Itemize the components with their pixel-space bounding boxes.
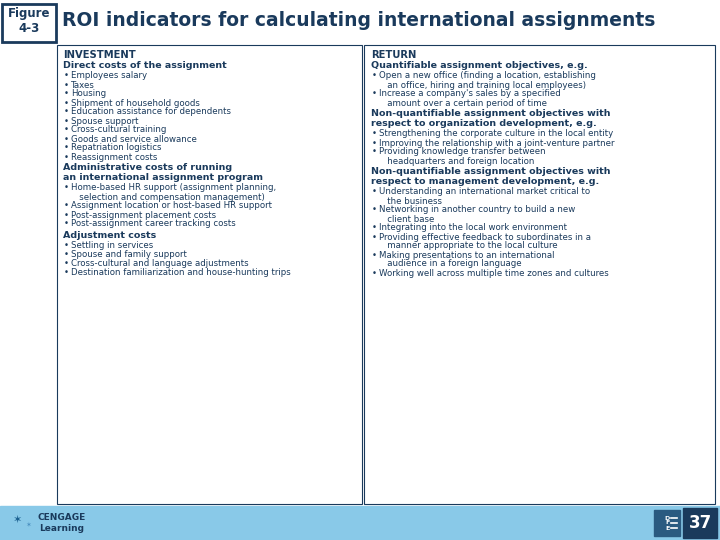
Text: •: • bbox=[64, 144, 69, 152]
Text: Direct costs of the assignment: Direct costs of the assignment bbox=[63, 61, 227, 70]
Text: •: • bbox=[64, 259, 69, 268]
Text: Networking in another country to build a new: Networking in another country to build a… bbox=[379, 206, 575, 214]
Text: Goods and service allowance: Goods and service allowance bbox=[71, 134, 197, 144]
Text: CENGAGE
Learning: CENGAGE Learning bbox=[38, 513, 86, 533]
Text: Administrative costs of running: Administrative costs of running bbox=[63, 164, 232, 172]
Text: •: • bbox=[64, 152, 69, 161]
Text: Housing: Housing bbox=[71, 90, 106, 98]
FancyBboxPatch shape bbox=[2, 4, 56, 42]
Text: 37: 37 bbox=[688, 514, 711, 532]
Text: •: • bbox=[372, 224, 377, 233]
Text: amount over a certain period of time: amount over a certain period of time bbox=[379, 98, 547, 107]
Text: Repatriation logistics: Repatriation logistics bbox=[71, 144, 161, 152]
Text: Integrating into the local work environment: Integrating into the local work environm… bbox=[379, 224, 567, 233]
Text: Adjustment costs: Adjustment costs bbox=[63, 231, 156, 240]
Text: •: • bbox=[64, 219, 69, 228]
Text: Providing knowledge transfer between: Providing knowledge transfer between bbox=[379, 147, 546, 157]
Text: Providing effective feedback to subordinates in a: Providing effective feedback to subordin… bbox=[379, 233, 591, 241]
Text: an office, hiring and training local employees): an office, hiring and training local emp… bbox=[379, 80, 586, 90]
Text: Shipment of household goods: Shipment of household goods bbox=[71, 98, 200, 107]
Text: respect to management development, e.g.: respect to management development, e.g. bbox=[371, 177, 599, 186]
Text: Spouse and family support: Spouse and family support bbox=[71, 250, 187, 259]
Text: •: • bbox=[64, 268, 69, 277]
Text: •: • bbox=[64, 117, 69, 125]
Text: •: • bbox=[64, 98, 69, 107]
Text: Non-quantifiable assignment objectives with: Non-quantifiable assignment objectives w… bbox=[371, 167, 611, 177]
Text: Cross-cultural training: Cross-cultural training bbox=[71, 125, 166, 134]
Text: •: • bbox=[372, 138, 377, 147]
Text: INVESTMENT: INVESTMENT bbox=[63, 50, 136, 60]
Text: Education assistance for dependents: Education assistance for dependents bbox=[71, 107, 231, 117]
Text: •: • bbox=[372, 71, 377, 80]
Text: Making presentations to an international: Making presentations to an international bbox=[379, 251, 554, 260]
Bar bbox=[683, 508, 717, 538]
Text: Strengthening the corporate culture in the local entity: Strengthening the corporate culture in t… bbox=[379, 130, 613, 138]
Text: •: • bbox=[64, 184, 69, 192]
Text: Figure
4-3: Figure 4-3 bbox=[8, 7, 50, 35]
Text: Post-assignment career tracking costs: Post-assignment career tracking costs bbox=[71, 219, 235, 228]
Text: Settling in services: Settling in services bbox=[71, 241, 153, 250]
Text: •: • bbox=[64, 90, 69, 98]
Text: •: • bbox=[64, 107, 69, 117]
Text: F: F bbox=[665, 521, 669, 525]
Text: headquarters and foreign location: headquarters and foreign location bbox=[379, 157, 534, 165]
Text: Increase a company's sales by a specified: Increase a company's sales by a specifie… bbox=[379, 90, 561, 98]
Text: ✶: ✶ bbox=[13, 515, 23, 525]
Text: •: • bbox=[372, 130, 377, 138]
Bar bbox=[0, 506, 720, 540]
Text: Open a new office (finding a location, establishing: Open a new office (finding a location, e… bbox=[379, 71, 596, 80]
Text: Quantifiable assignment objectives, e.g.: Quantifiable assignment objectives, e.g. bbox=[371, 61, 588, 70]
Text: •: • bbox=[372, 233, 377, 241]
Text: Understanding an international market critical to: Understanding an international market cr… bbox=[379, 187, 590, 197]
Text: RETURN: RETURN bbox=[371, 50, 416, 60]
Text: •: • bbox=[64, 241, 69, 250]
Text: respect to organization development, e.g.: respect to organization development, e.g… bbox=[371, 119, 597, 128]
Text: Reassignment costs: Reassignment costs bbox=[71, 152, 158, 161]
Text: Home-based HR support (assignment planning,: Home-based HR support (assignment planni… bbox=[71, 184, 276, 192]
Text: •: • bbox=[372, 206, 377, 214]
Text: client base: client base bbox=[379, 214, 434, 224]
Text: •: • bbox=[64, 211, 69, 219]
Text: •: • bbox=[372, 251, 377, 260]
Text: •: • bbox=[64, 250, 69, 259]
Text: •: • bbox=[372, 187, 377, 197]
Text: •: • bbox=[372, 90, 377, 98]
Text: •: • bbox=[64, 134, 69, 144]
Text: E: E bbox=[665, 525, 669, 530]
Text: Non-quantifiable assignment objectives with: Non-quantifiable assignment objectives w… bbox=[371, 110, 611, 118]
Text: Cross-cultural and language adjustments: Cross-cultural and language adjustments bbox=[71, 259, 248, 268]
Text: •: • bbox=[64, 201, 69, 211]
Text: Employees salary: Employees salary bbox=[71, 71, 147, 80]
Text: •: • bbox=[64, 71, 69, 80]
Text: •: • bbox=[372, 268, 377, 278]
Text: Working well across multiple time zones and cultures: Working well across multiple time zones … bbox=[379, 268, 608, 278]
Text: audience in a foreign language: audience in a foreign language bbox=[379, 260, 521, 268]
Text: manner appropriate to the local culture: manner appropriate to the local culture bbox=[379, 241, 557, 251]
Text: •: • bbox=[64, 80, 69, 90]
Text: ROI indicators for calculating international assignments: ROI indicators for calculating internati… bbox=[62, 11, 655, 30]
Text: ✶: ✶ bbox=[25, 522, 31, 528]
Text: D: D bbox=[665, 516, 670, 521]
Bar bbox=[57, 45, 362, 504]
Text: Improving the relationship with a joint-venture partner: Improving the relationship with a joint-… bbox=[379, 138, 614, 147]
Text: •: • bbox=[372, 147, 377, 157]
Text: •: • bbox=[64, 125, 69, 134]
Text: the business: the business bbox=[379, 197, 442, 206]
Text: an international assignment program: an international assignment program bbox=[63, 173, 263, 182]
Text: Assignment location or host-based HR support: Assignment location or host-based HR sup… bbox=[71, 201, 272, 211]
Text: Taxes: Taxes bbox=[71, 80, 95, 90]
Text: Post-assignment placement costs: Post-assignment placement costs bbox=[71, 211, 216, 219]
Bar bbox=[364, 45, 715, 504]
Text: Spouse support: Spouse support bbox=[71, 117, 138, 125]
Bar bbox=[654, 510, 680, 536]
Text: selection and compensation management): selection and compensation management) bbox=[71, 192, 265, 201]
Text: Destination familiarization and house-hunting trips: Destination familiarization and house-hu… bbox=[71, 268, 291, 277]
